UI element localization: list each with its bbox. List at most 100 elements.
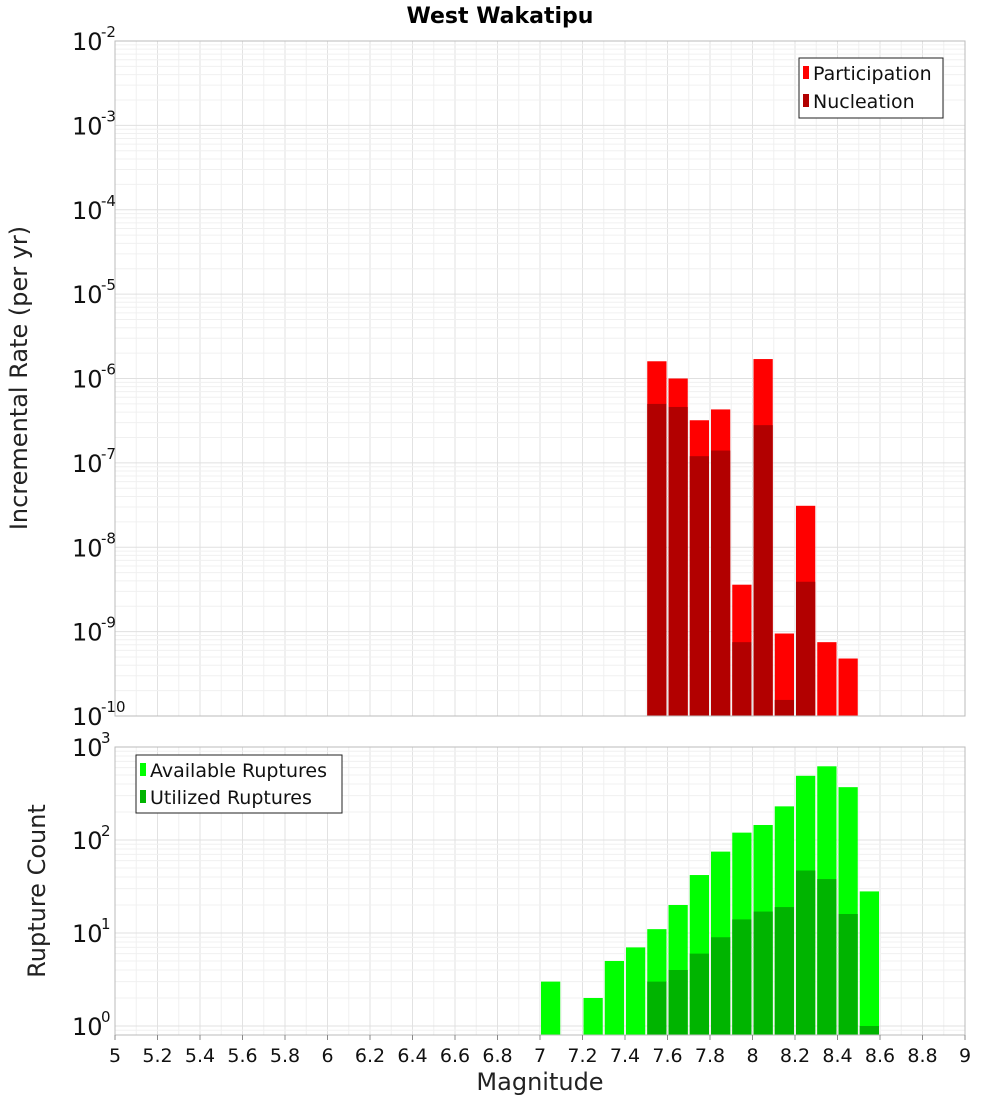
y-tick-exponent: -4 [101, 192, 116, 210]
x-tick-label: 5.6 [227, 1045, 257, 1067]
y-tick-label: 10-9 [72, 614, 116, 647]
x-tick-label: 8 [746, 1045, 758, 1067]
y-tick-exponent: -6 [101, 361, 116, 379]
rate-bars [647, 359, 858, 716]
x-tick-label: 7.2 [567, 1045, 597, 1067]
bar-participation [817, 642, 837, 716]
bar-utilized-ruptures [711, 937, 731, 1035]
y-tick-label: 10-5 [72, 276, 116, 309]
bar-nucleation [753, 425, 773, 716]
bar-available-ruptures [583, 997, 603, 1035]
y-tick-label: 103 [72, 729, 111, 762]
y-tick-exponent: -9 [101, 614, 116, 632]
y-tick-exponent: -5 [101, 276, 116, 294]
y-tick-exponent: -3 [101, 107, 116, 125]
y-tick-base: 10 [72, 281, 103, 309]
bar-utilized-ruptures [774, 907, 794, 1035]
x-tick-label: 6 [321, 1045, 333, 1067]
bar-participation [774, 633, 794, 716]
bar-nucleation [689, 456, 709, 716]
y-tick-base: 10 [72, 920, 103, 948]
x-tick-label: 6.8 [482, 1045, 512, 1067]
x-tick-label: 6.4 [397, 1045, 427, 1067]
bar-available-ruptures [859, 891, 879, 1035]
count-legend: Available Ruptures Utilized Ruptures [135, 754, 343, 814]
bar-nucleation [647, 403, 667, 716]
bar-available-ruptures [604, 960, 624, 1035]
x-tick-label: 8.8 [907, 1045, 937, 1067]
x-tick-label: 7 [534, 1045, 546, 1067]
x-tick-label: 7.4 [610, 1045, 640, 1067]
y-tick-base: 10 [72, 450, 103, 478]
chart-title: West Wakatipu [407, 4, 594, 29]
bar-utilized-ruptures [647, 981, 667, 1035]
legend-label-participation: Participation [813, 63, 932, 85]
legend-swatch-nucleation [803, 94, 809, 107]
y-tick-base: 10 [72, 1013, 103, 1041]
x-tick-label: 6.2 [355, 1045, 385, 1067]
bar-utilized-ruptures [753, 911, 773, 1035]
rate-grid [114, 40, 966, 717]
x-tick-label: 6.6 [440, 1045, 470, 1067]
legend-label-utilized: Utilized Ruptures [150, 787, 312, 809]
count-legend-box [135, 754, 343, 814]
bar-utilized-ruptures [859, 1025, 879, 1035]
bar-utilized-ruptures [668, 969, 688, 1035]
x-tick-label: 5.8 [270, 1045, 300, 1067]
y-tick-label: 10-8 [72, 529, 116, 562]
legend-swatch-participation [803, 66, 809, 79]
bar-utilized-ruptures [732, 919, 752, 1035]
x-tick-label: 8.2 [780, 1045, 810, 1067]
x-tick-label: 8.4 [822, 1045, 852, 1067]
y-tick-base: 10 [72, 534, 103, 562]
legend-label-nucleation: Nucleation [813, 91, 915, 113]
y-tick-exponent: -8 [101, 529, 116, 547]
legend-swatch-available [140, 763, 146, 776]
y-tick-exponent: 0 [101, 1008, 111, 1026]
legend-swatch-utilized [140, 790, 146, 803]
bar-nucleation [711, 450, 731, 716]
y-tick-label: 10-7 [72, 445, 116, 478]
bar-available-ruptures [541, 981, 561, 1035]
bar-nucleation [668, 406, 688, 716]
y-tick-exponent: -10 [101, 698, 126, 716]
y-tick-base: 10 [72, 703, 103, 731]
y-tick-label: 102 [72, 822, 111, 855]
bar-utilized-ruptures [817, 879, 837, 1035]
x-tick-label: 7.6 [652, 1045, 682, 1067]
bar-available-ruptures [626, 947, 646, 1035]
bar-nucleation [774, 699, 794, 716]
y-tick-exponent: -7 [101, 445, 116, 463]
rate-frame [114, 40, 966, 717]
y-tick-label: 10-2 [72, 23, 116, 56]
legend-label-available: Available Ruptures [150, 760, 327, 782]
bar-utilized-ruptures [689, 953, 709, 1035]
y-tick-base: 10 [72, 619, 103, 647]
y-tick-label: 10-6 [72, 361, 116, 394]
y-tick-label: 100 [72, 1008, 111, 1041]
count-grid [114, 746, 966, 1036]
count-bars [541, 766, 879, 1035]
magnitude-axis-label: Magnitude [476, 1068, 603, 1096]
y-tick-exponent: 2 [101, 822, 111, 840]
count-y-axis-label: Rupture Count [23, 804, 51, 978]
y-tick-base: 10 [72, 28, 103, 56]
y-tick-base: 10 [72, 734, 103, 762]
rate-y-axis-label: Incremental Rate (per yr) [5, 226, 33, 530]
rate-legend: Participation Nucleation [798, 57, 944, 119]
x-tick-label: 7.8 [695, 1045, 725, 1067]
x-tick-label: 5.2 [142, 1045, 172, 1067]
y-tick-exponent: -2 [101, 23, 116, 41]
y-tick-label: 10-4 [72, 192, 116, 225]
bar-utilized-ruptures [838, 914, 858, 1035]
bar-participation [838, 658, 858, 716]
y-tick-label: 101 [72, 915, 111, 948]
y-tick-exponent: 1 [101, 915, 111, 933]
y-tick-base: 10 [72, 827, 103, 855]
x-tick-label: 5.4 [185, 1045, 215, 1067]
bar-utilized-ruptures [796, 870, 816, 1035]
